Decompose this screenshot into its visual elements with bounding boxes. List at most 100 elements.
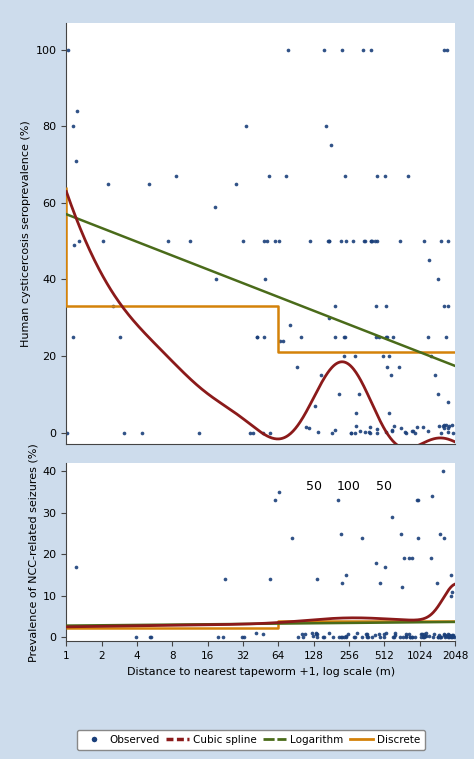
Point — [380, 631, 388, 643]
Point — [447, 630, 455, 642]
Point — [265, 170, 273, 182]
Point — [266, 573, 273, 585]
Point — [383, 331, 390, 343]
Point — [293, 361, 301, 373]
Point — [221, 573, 228, 585]
Point — [439, 465, 447, 477]
Point — [338, 577, 346, 589]
Point — [313, 628, 320, 641]
Point — [444, 628, 452, 640]
Point — [420, 235, 428, 247]
Point — [447, 590, 455, 602]
Point — [380, 350, 387, 362]
Point — [440, 531, 448, 543]
Point — [426, 630, 433, 642]
Point — [312, 628, 320, 640]
Point — [444, 300, 452, 312]
Point — [271, 494, 279, 506]
Point — [380, 628, 388, 641]
Point — [405, 553, 413, 565]
Point — [422, 630, 429, 642]
Point — [431, 369, 439, 381]
Point — [284, 43, 292, 55]
Point — [385, 408, 393, 420]
Point — [436, 629, 443, 641]
Point — [350, 235, 357, 247]
Point — [441, 628, 449, 641]
Point — [402, 630, 410, 642]
Point — [64, 427, 71, 439]
Point — [320, 631, 328, 644]
Point — [383, 331, 391, 343]
Point — [421, 630, 428, 642]
Point — [381, 561, 389, 573]
Point — [391, 631, 398, 644]
Point — [422, 628, 430, 640]
Point — [397, 422, 405, 434]
Point — [147, 631, 155, 644]
Point — [404, 170, 412, 182]
Point — [309, 629, 317, 641]
Point — [343, 569, 350, 581]
Point — [298, 331, 305, 343]
Point — [249, 427, 257, 439]
Point — [398, 581, 405, 594]
Point — [325, 235, 332, 247]
Point — [383, 427, 390, 439]
Point — [402, 631, 410, 644]
Point — [427, 553, 435, 565]
Point — [354, 627, 361, 639]
Point — [397, 235, 404, 247]
Point — [406, 631, 414, 644]
Point — [438, 631, 445, 644]
Point — [276, 335, 284, 347]
Point — [335, 388, 343, 400]
Point — [308, 627, 316, 639]
Point — [408, 631, 416, 644]
X-axis label: Distance to nearest tapeworm +1, log scale (m): Distance to nearest tapeworm +1, log sca… — [127, 666, 395, 676]
Point — [347, 427, 355, 439]
Point — [448, 631, 456, 643]
Point — [418, 628, 426, 640]
Point — [440, 43, 447, 55]
Point — [445, 396, 452, 408]
Point — [420, 631, 428, 644]
Point — [433, 577, 441, 589]
Point — [363, 631, 371, 644]
Point — [366, 427, 374, 439]
Point — [76, 235, 83, 247]
Point — [410, 426, 417, 438]
Point — [401, 426, 409, 438]
Point — [424, 331, 432, 343]
Point — [360, 43, 367, 55]
Point — [372, 300, 380, 312]
Point — [138, 427, 146, 439]
Point — [365, 427, 373, 439]
Point — [445, 630, 452, 642]
Point — [341, 631, 348, 644]
Point — [390, 331, 397, 343]
Point — [311, 400, 319, 412]
Point — [387, 369, 395, 381]
Text: 50: 50 — [376, 480, 392, 493]
Point — [443, 43, 451, 55]
Point — [335, 631, 342, 644]
Point — [361, 427, 369, 439]
Point — [337, 528, 345, 540]
Point — [358, 631, 366, 643]
Point — [279, 335, 287, 347]
Point — [392, 629, 399, 641]
Point — [383, 300, 390, 312]
Point — [449, 629, 456, 641]
Point — [146, 631, 154, 644]
Point — [326, 627, 333, 639]
Point — [446, 631, 453, 643]
Point — [275, 235, 283, 247]
Point — [373, 427, 381, 439]
Point — [444, 422, 452, 434]
Point — [371, 235, 379, 247]
Point — [73, 105, 81, 117]
Point — [116, 331, 124, 343]
Point — [109, 300, 117, 312]
Point — [351, 631, 359, 644]
